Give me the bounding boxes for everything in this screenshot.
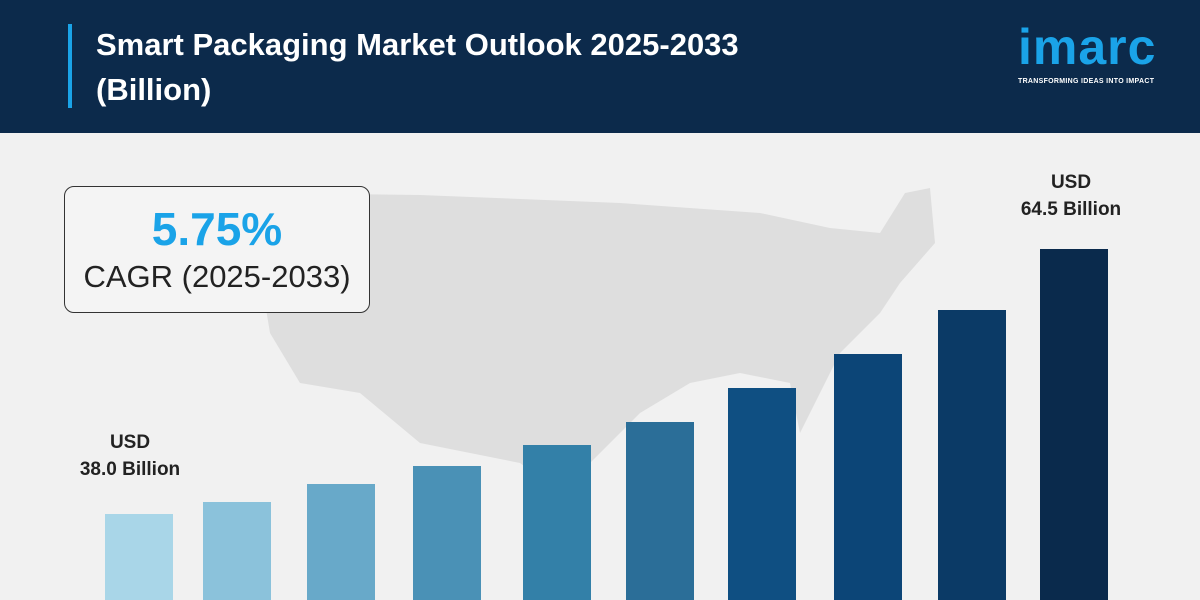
last-bar-label: USD 64.5 Billion bbox=[1001, 169, 1141, 223]
header: Smart Packaging Market Outlook 2025-2033… bbox=[0, 0, 1200, 133]
cagr-value: 5.75% bbox=[151, 203, 283, 255]
logo-tagline: TRANSFORMING IDEAS INTO IMPACT bbox=[1018, 78, 1155, 85]
imarc-logo: imarc TRANSFORMING IDEAS INTO IMPACT bbox=[1018, 22, 1198, 85]
usa-map-silhouette bbox=[250, 188, 935, 493]
title-accent-bar bbox=[68, 24, 72, 108]
bar-8 bbox=[834, 354, 902, 600]
logo-text: imarc bbox=[1018, 19, 1157, 75]
bar-10 bbox=[1040, 249, 1108, 600]
bar-9 bbox=[938, 310, 1006, 600]
bar-4 bbox=[413, 466, 481, 600]
bar-5 bbox=[523, 445, 591, 600]
last-label-currency: USD bbox=[1050, 172, 1092, 193]
bar-7 bbox=[728, 388, 796, 600]
first-bar-label: USD 38.0 Billion bbox=[60, 429, 200, 483]
bar-1 bbox=[105, 514, 173, 600]
cagr-label: CAGR (2025-2033) bbox=[83, 259, 351, 294]
cagr-box: 5.75% CAGR (2025-2033) bbox=[64, 186, 370, 313]
bar-2 bbox=[203, 502, 271, 600]
first-label-value: 38.0 Billion bbox=[79, 459, 181, 480]
first-label-currency: USD bbox=[109, 432, 151, 453]
last-label-value: 64.5 Billion bbox=[1020, 199, 1122, 220]
bar-6 bbox=[626, 422, 694, 600]
page-title: Smart Packaging Market Outlook 2025-2033… bbox=[96, 27, 739, 107]
bar-3 bbox=[307, 484, 375, 600]
